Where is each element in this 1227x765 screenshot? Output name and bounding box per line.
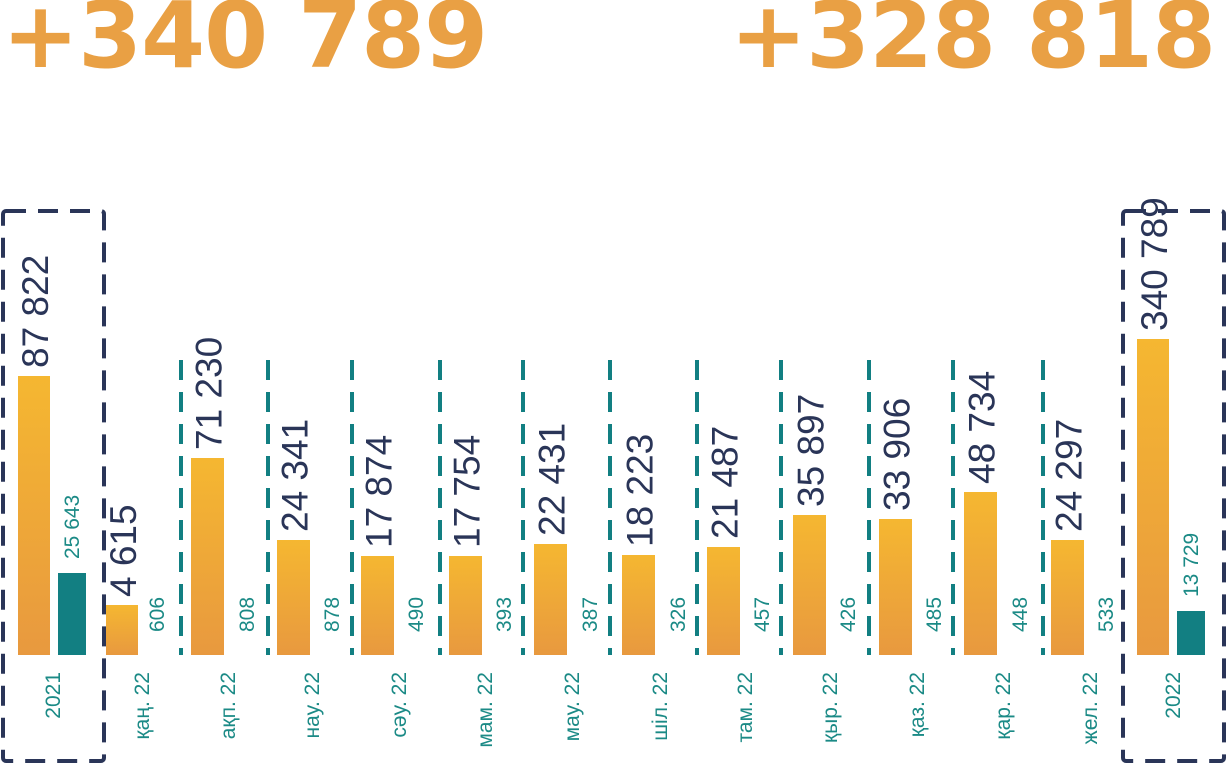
bar-value-label: 71 230	[189, 337, 230, 450]
bar-value-label: 33 906	[877, 398, 918, 511]
secondary-value-label: 426	[837, 597, 860, 632]
bar-primary-мау-22	[534, 544, 567, 655]
category-label: 2022	[1162, 672, 1185, 719]
bar-primary-қыр-22	[793, 515, 826, 655]
secondary-value-label: 878	[321, 597, 344, 632]
category-label: шіл. 22	[649, 672, 672, 741]
secondary-value-label: 326	[667, 597, 690, 632]
bar-primary-қаң-22	[106, 605, 138, 655]
highlight-frame-2021	[1, 209, 106, 763]
secondary-value-label: 490	[405, 597, 428, 632]
bar-value-label: 24 341	[275, 419, 316, 532]
category-label: қаз. 22	[906, 672, 929, 737]
category-label: қаң. 22	[131, 672, 154, 740]
bar-primary-там-22	[707, 547, 740, 655]
bar-primary-мам-22	[449, 556, 482, 655]
secondary-value-label: 393	[493, 597, 516, 632]
category-label: нау. 22	[301, 672, 324, 738]
bar-secondary-2021	[58, 573, 86, 655]
category-label: қар. 22	[992, 672, 1015, 740]
bar-primary-қар-22	[964, 492, 997, 655]
secondary-value-label: 457	[751, 597, 774, 632]
headline-right: +328 818	[730, 0, 1216, 89]
category-label: мам. 22	[474, 672, 497, 748]
secondary-value-label: 533	[1095, 597, 1118, 632]
bar-primary-ақп-22	[191, 458, 224, 655]
category-label: жел. 22	[1079, 672, 1102, 744]
bar-value-label: 35 897	[791, 394, 832, 507]
bar-value-label: 18 223	[620, 434, 661, 547]
bar-secondary-2022	[1177, 611, 1205, 655]
secondary-value-label: 808	[236, 597, 259, 632]
bar-primary-2021	[18, 376, 50, 655]
bar-value-label: 17 874	[359, 435, 400, 548]
headline-left: +340 789	[2, 0, 488, 89]
bar-value-label: 4 615	[103, 504, 144, 597]
bar-primary-нау-22	[277, 540, 310, 655]
bar-primary-жел-22	[1051, 540, 1084, 655]
bar-value-label: 22 431	[532, 423, 573, 536]
secondary-value-label: 606	[146, 597, 169, 632]
bar-value-label: 48 734	[962, 371, 1003, 484]
bar-primary-2022	[1137, 339, 1169, 655]
bar-primary-қаз-22	[879, 519, 912, 655]
category-label: ақп. 22	[217, 672, 240, 739]
category-label: 2021	[42, 672, 65, 719]
category-label: сәу. 22	[388, 672, 411, 738]
bar-value-label: 87 822	[15, 255, 56, 368]
bar-value-label: 340 789	[1134, 197, 1175, 331]
bar-value-label: 17 754	[447, 435, 488, 548]
secondary-value-label: 25 643	[61, 495, 84, 559]
bar-value-label: 24 297	[1049, 419, 1090, 532]
secondary-value-label: 13 729	[1180, 533, 1203, 597]
category-label: мау. 22	[561, 672, 584, 741]
category-label: қыр. 22	[819, 672, 842, 743]
category-label: там. 22	[734, 672, 757, 743]
secondary-value-label: 485	[923, 597, 946, 632]
bar-primary-шіл-22	[622, 555, 655, 655]
secondary-value-label: 448	[1009, 597, 1032, 632]
secondary-value-label: 387	[579, 597, 602, 632]
bar-primary-сәу-22	[361, 556, 394, 655]
bar-value-label: 21 487	[705, 426, 746, 539]
highlight-frame-2022	[1121, 209, 1226, 763]
